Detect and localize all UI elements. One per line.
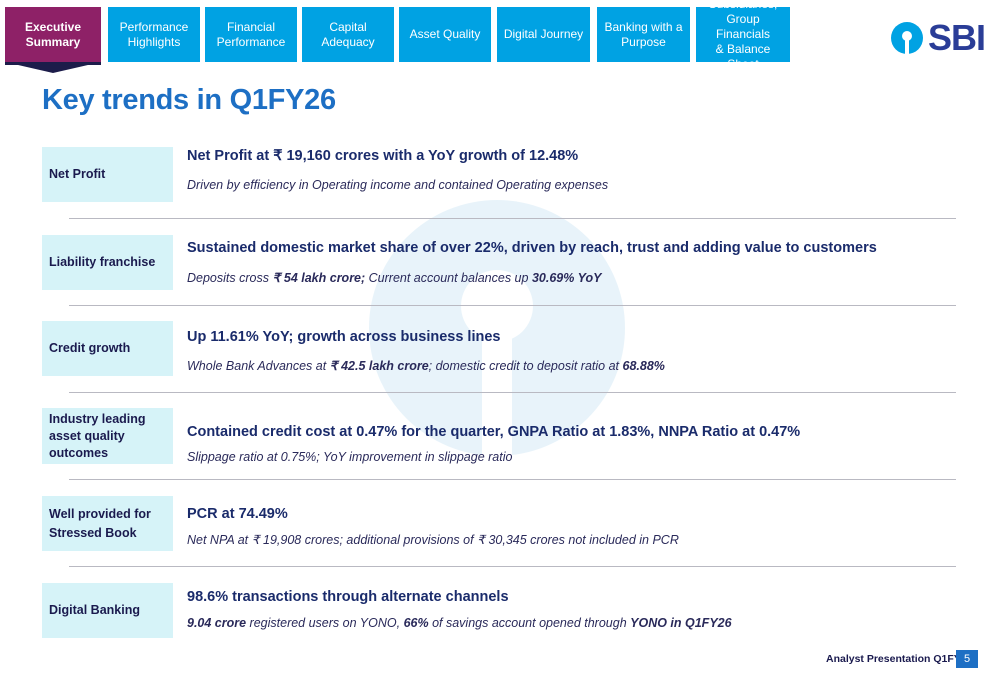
row-detail: Net NPA at ₹ 19,908 crores; additional p… xyxy=(187,532,679,547)
logo-text: SBI xyxy=(928,17,986,58)
detail-text: Net NPA at ₹ 19,908 crores; additional p… xyxy=(187,533,679,547)
row-label: Well provided for Stressed Book xyxy=(42,496,173,551)
page-number: 5 xyxy=(956,650,978,668)
tab-label: Executive Summary xyxy=(24,19,82,49)
detail-text: of savings account opened through xyxy=(428,616,631,630)
tab-label: Banking with a Purpose xyxy=(604,19,683,49)
detail-highlight: ₹ 54 lakh crore; xyxy=(272,271,366,285)
detail-text: Deposits cross xyxy=(187,271,273,285)
tab-executive-summary[interactable]: Executive Summary xyxy=(5,7,101,62)
detail-text: Current account balances up xyxy=(365,271,532,285)
detail-highlight: 68.88% xyxy=(622,359,665,373)
divider xyxy=(69,218,956,219)
tab-label: Financial Performance xyxy=(216,19,286,49)
detail-highlight: 66% xyxy=(403,616,429,630)
row-label: Net Profit xyxy=(42,147,173,202)
sbi-logo: SBI xyxy=(890,15,990,61)
tab-label: Asset Quality xyxy=(409,27,481,41)
row-detail: Whole Bank Advances at ₹ 42.5 lakh crore… xyxy=(187,358,665,373)
active-tab-pointer xyxy=(5,62,101,73)
footer-presentation-name: Analyst Presentation Q1FY26 xyxy=(826,653,973,665)
row-detail: Driven by efficiency in Operating income… xyxy=(187,178,608,192)
detail-highlight: 9.04 crore xyxy=(187,616,247,630)
tab-label: Capital Adequacy xyxy=(321,19,375,49)
tab-financial-performance[interactable]: Financial Performance xyxy=(205,7,297,62)
detail-highlight: 30.69% YoY xyxy=(531,271,602,285)
detail-highlight: ₹ 42.5 lakh crore xyxy=(329,359,429,373)
row-headline: Contained credit cost at 0.47% for the q… xyxy=(187,424,801,440)
row-headline: Net Profit at ₹ 19,160 crores with a YoY… xyxy=(187,148,579,164)
detail-highlight: YONO in Q1FY26 xyxy=(630,616,732,630)
trend-row-net-profit: Net Profit Net Profit at ₹ 19,160 crores… xyxy=(42,147,957,202)
row-detail: 9.04 crore registered users on YONO, 66%… xyxy=(187,616,732,630)
trend-row-stressed-book: Well provided for Stressed Book PCR at 7… xyxy=(42,496,957,551)
row-label: Liability franchise xyxy=(42,235,173,290)
row-label: Industry leading asset quality outcomes xyxy=(42,408,173,464)
tab-label: Subsidiaries, Group Financials & Balance… xyxy=(708,0,778,71)
trend-row-asset-quality: Industry leading asset quality outcomes … xyxy=(42,408,957,464)
tab-subsidiaries-group-financials[interactable]: Subsidiaries, Group Financials & Balance… xyxy=(696,0,790,71)
trend-row-liability-franchise: Liability franchise Sustained domestic m… xyxy=(42,235,957,290)
row-headline: PCR at 74.49% xyxy=(187,506,288,522)
tab-banking-with-a-purpose[interactable]: Banking with a Purpose xyxy=(597,7,690,62)
tab-label: Digital Journey xyxy=(503,27,584,41)
row-headline: Sustained domestic market share of over … xyxy=(187,240,877,256)
row-label: Digital Banking xyxy=(42,583,173,638)
detail-text: Slippage ratio at 0.75%; YoY improvement… xyxy=(187,450,513,464)
row-detail: Deposits cross ₹ 54 lakh crore; Current … xyxy=(187,270,601,285)
detail-text: ; domestic credit to deposit ratio at xyxy=(428,359,623,373)
tab-label: Performance Highlights xyxy=(119,19,189,49)
tab-digital-journey[interactable]: Digital Journey xyxy=(497,7,590,62)
row-headline: 98.6% transactions through alternate cha… xyxy=(187,589,509,605)
detail-text: registered users on YONO, xyxy=(246,616,404,630)
trend-row-credit-growth: Credit growth Up 11.61% YoY; growth acro… xyxy=(42,321,957,376)
trend-row-digital-banking: Digital Banking 98.6% transactions throu… xyxy=(42,583,957,638)
tab-performance-highlights[interactable]: Performance Highlights xyxy=(108,7,200,62)
divider xyxy=(69,479,956,480)
row-detail: Slippage ratio at 0.75%; YoY improvement… xyxy=(187,450,512,464)
page-title: Key trends in Q1FY26 xyxy=(42,84,336,116)
tab-capital-adequacy[interactable]: Capital Adequacy xyxy=(302,7,394,62)
divider xyxy=(69,566,956,567)
row-label: Credit growth xyxy=(42,321,173,376)
divider xyxy=(69,305,956,306)
sbi-keyhole-logo-icon xyxy=(891,22,923,55)
divider xyxy=(69,392,956,393)
tab-asset-quality[interactable]: Asset Quality xyxy=(399,7,491,62)
detail-text: Driven by efficiency in Operating income… xyxy=(187,178,609,192)
row-headline: Up 11.61% YoY; growth across business li… xyxy=(187,329,501,345)
detail-text: Whole Bank Advances at xyxy=(187,359,330,373)
